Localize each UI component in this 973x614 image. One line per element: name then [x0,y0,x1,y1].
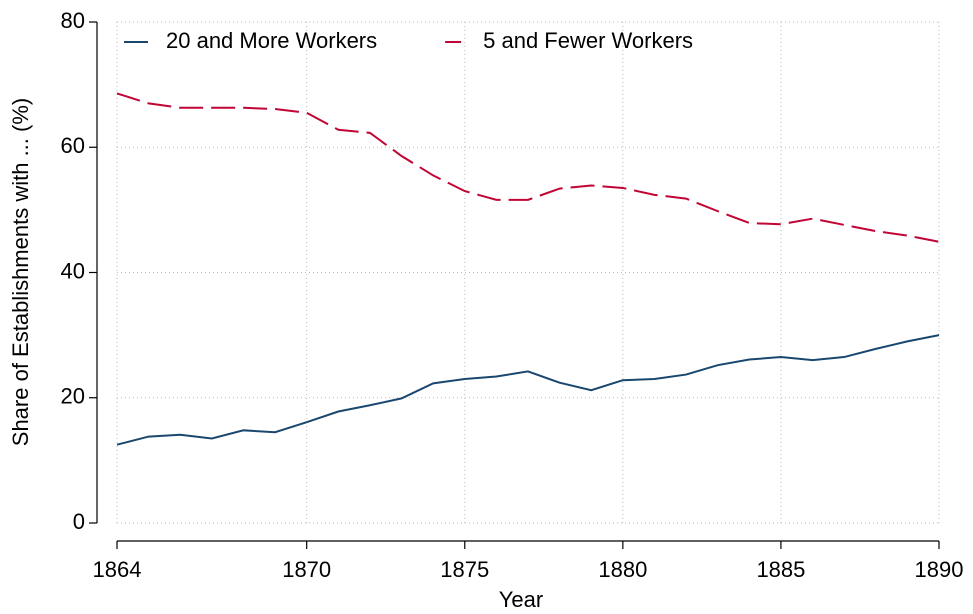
x-tick-label: 1890 [915,557,964,582]
x-tick-label: 1864 [93,557,142,582]
x-tick-label: 1885 [756,557,805,582]
y-tick-label: 40 [61,258,85,283]
x-axis-label: Year [499,587,543,612]
y-tick-label: 20 [61,384,85,409]
data-line [116,334,940,446]
y-axis-label: Share of Establishments with ... (%) [8,98,33,446]
legend-label: 20 and More Workers [166,28,377,53]
y-tick-label: 60 [61,133,85,158]
x-tick-label: 1870 [282,557,331,582]
y-tick-label: 0 [73,509,85,534]
y-tick-label: 80 [61,8,85,33]
x-tick-label: 1875 [440,557,489,582]
data-line [116,92,940,243]
x-tick-label: 1880 [598,557,647,582]
legend-label: 5 and Fewer Workers [483,28,693,53]
